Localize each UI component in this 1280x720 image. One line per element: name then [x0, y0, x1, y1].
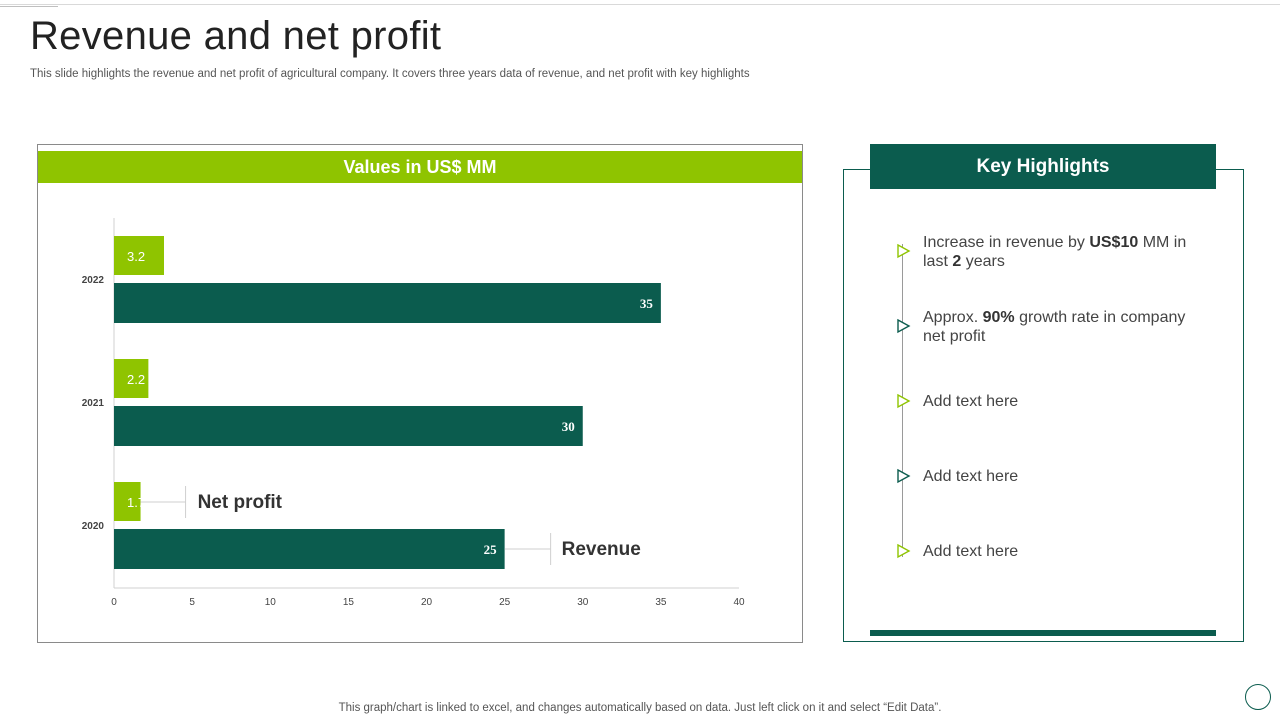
- data-label-revenue: 30: [562, 419, 575, 434]
- highlight-item: Increase in revenue by US$10 MM in last …: [895, 233, 1205, 271]
- highlight-text: Add text here: [923, 543, 1019, 560]
- x-tick-label: 15: [343, 597, 355, 608]
- category-label: 2022: [82, 275, 105, 286]
- category-label: 2020: [82, 521, 105, 532]
- bar-net-profit: [114, 482, 141, 521]
- data-label-net-profit: 1.7: [127, 495, 145, 510]
- page-title: Revenue and net profit: [30, 14, 442, 58]
- x-tick-label: 10: [265, 597, 277, 608]
- highlights-header: Key Highlights: [870, 144, 1216, 189]
- x-tick-label: 40: [733, 597, 745, 608]
- top-rule: [0, 4, 1280, 5]
- triangle-bullet-icon: [897, 243, 911, 259]
- data-label-revenue: 25: [484, 542, 498, 557]
- x-tick-label: 20: [421, 597, 433, 608]
- x-tick-label: 5: [189, 597, 195, 608]
- highlight-text: Approx. 90% growth rate in company net p…: [923, 309, 1186, 345]
- data-label-net-profit: 3.2: [127, 249, 145, 264]
- x-tick-label: 30: [577, 597, 589, 608]
- legend-label-revenue: Revenue: [562, 539, 641, 560]
- triangle-bullet-icon: [897, 393, 911, 409]
- category-label: 2021: [82, 398, 105, 409]
- triangle-bullet-icon: [897, 318, 911, 334]
- bar-net-profit: [114, 359, 149, 398]
- legend-label-net-profit: Net profit: [198, 492, 283, 513]
- highlight-item: Approx. 90% growth rate in company net p…: [895, 308, 1205, 346]
- chart-panel: Values in US$ MM 0 5 10 15 20 25 30 35 40 2022 3.2…: [37, 144, 803, 643]
- x-tick-label: 0: [111, 597, 117, 608]
- corner-circle-icon: [1245, 684, 1271, 710]
- top-rule-accent: [0, 6, 58, 7]
- bar-revenue: [114, 529, 505, 569]
- bar-net-profit: [114, 236, 164, 275]
- highlight-text: Add text here: [923, 468, 1019, 485]
- bar-revenue: [114, 283, 661, 323]
- data-label-net-profit: 2.2: [127, 372, 145, 387]
- x-tick-label: 25: [499, 597, 511, 608]
- highlights-footer-bar: [870, 630, 1216, 636]
- highlight-text: Increase in revenue by US$10 MM in last …: [923, 234, 1187, 270]
- data-label-revenue: 35: [640, 296, 654, 311]
- triangle-bullet-icon: [897, 543, 911, 559]
- triangle-bullet-icon: [897, 468, 911, 484]
- highlight-item: Add text here: [895, 392, 1205, 411]
- bar-chart[interactable]: 0 5 10 15 20 25 30 35 40 2022 3.2 35 2021 2.2 30 2020 1.…: [38, 145, 804, 644]
- highlight-item: Add text here: [895, 542, 1205, 561]
- chart-banner: Values in US$ MM: [38, 151, 802, 183]
- bar-revenue: [114, 406, 583, 446]
- page-subtitle: This slide highlights the revenue and ne…: [30, 68, 750, 80]
- highlight-text: Add text here: [923, 393, 1019, 410]
- highlight-item: Add text here: [895, 467, 1205, 486]
- footer-note: This graph/chart is linked to excel, and…: [338, 702, 942, 714]
- x-tick-label: 35: [655, 597, 667, 608]
